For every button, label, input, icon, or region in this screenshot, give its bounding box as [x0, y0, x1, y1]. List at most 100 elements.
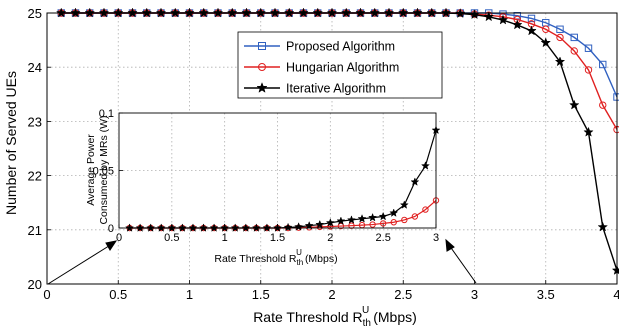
inset-point-hungarian — [411, 213, 419, 220]
main-x-tick-label: 0.5 — [109, 287, 127, 302]
inset-y-tick-label: 0.1 — [99, 108, 114, 120]
inset-x-axis-label-sub: th — [296, 258, 303, 267]
legend-label-hungarian: Hungarian Algorithm — [286, 61, 399, 75]
inset-x-axis-label-sup: U — [296, 248, 302, 257]
main-point-iterative — [483, 11, 494, 22]
inset-point-hungarian — [390, 219, 397, 226]
inset-point-hungarian — [422, 206, 429, 213]
legend: Proposed Algorithm Hungarian Algorithm Ite… — [237, 31, 443, 99]
zoom-arrow-right-line — [448, 244, 477, 284]
legend-marker-iterative — [256, 82, 268, 93]
inset-point-iterative — [389, 208, 399, 217]
inset-point-iterative — [304, 220, 314, 230]
inset-point-hungarian — [337, 222, 345, 230]
inset-point-hungarian — [369, 221, 376, 228]
inset-y-axis-label-line1: Average Power — [85, 134, 97, 206]
inset-x-tick-label: 1.5 — [270, 232, 285, 244]
legend-items: Proposed Algorithm Hungarian Algorithm Ite… — [244, 40, 399, 96]
inset-point-iterative — [346, 215, 356, 224]
main-x-axis-label-unit: (Mbps) — [373, 309, 417, 325]
main-x-tick-label: 2.5 — [394, 287, 412, 302]
main-point-proposed — [584, 44, 593, 52]
main-x-axis-label: Rate Threshold Rth U (Mbps) — [253, 305, 417, 329]
main-point-iterative — [554, 56, 566, 67]
inset-point-iterative — [378, 211, 388, 221]
inset-chart: 0 0.5 1 1.5 2 2.5 3 0 0.05 0.1 Average Power Cons… — [85, 108, 441, 267]
inset-x-tick-label: 1 — [222, 232, 228, 244]
legend-label-proposed: Proposed Algorithm — [286, 40, 395, 54]
main-point-iterative — [568, 99, 580, 110]
inset-x-tick-label: 2.5 — [376, 232, 391, 244]
main-point-hungarian — [599, 101, 607, 109]
inset-point-iterative — [357, 214, 367, 223]
main-x-axis-label-text: Rate Threshold R — [253, 309, 362, 325]
main-point-iterative — [583, 126, 594, 137]
main-y-tick-label: 20 — [28, 277, 42, 292]
legend-item-iterative: Iterative Algorithm — [244, 82, 386, 96]
legend-label-iterative: Iterative Algorithm — [286, 82, 386, 96]
inset-point-hungarian — [401, 216, 408, 224]
inset-tick-labels: 0 0.5 1 1.5 2 2.5 3 0 0.05 0.1 — [93, 108, 439, 244]
main-y-tick-label: 24 — [28, 60, 42, 75]
main-x-tick-label: 3.5 — [537, 287, 555, 302]
zoom-arrow-left-line — [47, 243, 113, 285]
main-y-tick-label: 22 — [28, 169, 42, 184]
main-point-iterative — [540, 37, 552, 48]
main-point-hungarian — [584, 66, 593, 74]
main-x-tick-label: 3 — [471, 287, 478, 302]
inset-y-tick-label: 0.05 — [93, 166, 114, 178]
main-point-iterative — [512, 19, 523, 30]
main-point-proposed — [527, 14, 536, 23]
zoom-arrow-right-head — [445, 238, 455, 252]
main-point-iterative — [497, 14, 509, 25]
main-point-hungarian — [570, 47, 578, 55]
inset-plot-frame — [118, 112, 437, 229]
inset-y-axis-label-line2: Consumed by MRs (W) — [98, 115, 110, 224]
legend-marker-proposed — [258, 42, 266, 50]
main-point-proposed — [556, 25, 564, 33]
main-x-tick-label: 4 — [613, 287, 619, 302]
main-y-tick-label: 21 — [28, 223, 42, 238]
inset-point-iterative — [399, 200, 409, 209]
main-point-hungarian — [556, 33, 564, 42]
inset-x-tick-label: 3 — [433, 232, 439, 244]
inset-point-iterative — [294, 222, 304, 231]
inset-x-axis-label: Rate Threshold RthU(Mbps) — [214, 248, 337, 267]
legend-box — [237, 31, 443, 99]
main-x-tick-label: 0 — [43, 287, 50, 302]
zoom-arrows — [47, 238, 477, 285]
inset-point-iterative — [283, 222, 293, 232]
inset-point-iterative — [325, 218, 335, 227]
main-point-iterative — [597, 221, 609, 232]
main-y-tick-label: 25 — [28, 6, 42, 21]
main-y-axis-label: Number of Served UEs — [3, 71, 19, 215]
inset-point-iterative — [315, 219, 325, 229]
inset-point-iterative — [336, 216, 346, 225]
legend-item-proposed: Proposed Algorithm — [244, 40, 395, 54]
legend-item-hungarian: Hungarian Algorithm — [244, 61, 399, 75]
main-x-tick-label: 1 — [186, 287, 193, 302]
inset-point-iterative — [420, 161, 430, 170]
inset-point-iterative — [410, 177, 420, 186]
main-x-tick-label: 1.5 — [252, 287, 270, 302]
legend-marker-hungarian — [258, 63, 266, 71]
main-point-proposed — [570, 33, 578, 42]
inset-x-tick-label: 0 — [116, 232, 122, 244]
inset-background — [118, 112, 436, 228]
main-point-hungarian — [542, 25, 550, 33]
inset-x-tick-label: 0.5 — [164, 232, 179, 244]
main-x-axis-label-sup: U — [362, 305, 369, 316]
inset-point-hungarian — [379, 220, 387, 227]
main-plot-frame — [46, 12, 618, 285]
main-x-tick-label: 2 — [328, 287, 335, 302]
main-x-axis-label-sub: th — [363, 318, 371, 329]
main-y-tick-label: 23 — [28, 114, 42, 129]
inset-x-tick-label: 2 — [327, 232, 333, 244]
main-point-proposed — [599, 60, 607, 69]
inset-y-tick-label: 0 — [108, 223, 114, 235]
zoom-arrow-left-head — [105, 240, 118, 251]
inset-point-iterative — [368, 212, 378, 222]
main-point-iterative — [526, 25, 537, 36]
